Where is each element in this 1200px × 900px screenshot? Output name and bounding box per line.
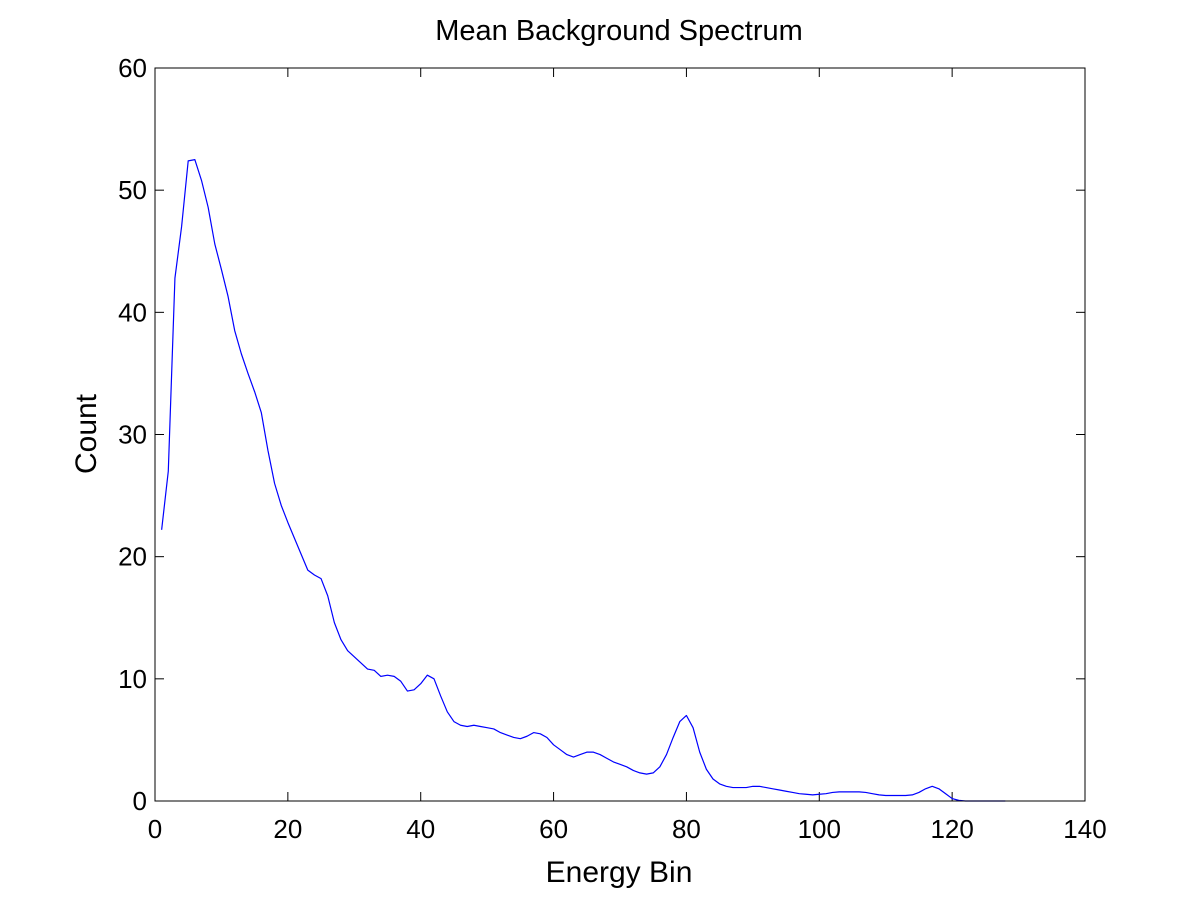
- series-line-0: [161, 159, 1006, 802]
- y-tick-label: 20: [118, 542, 147, 572]
- y-tick-label: 40: [118, 297, 147, 327]
- y-tick-label: 60: [118, 53, 147, 83]
- y-tick-label: 10: [118, 664, 147, 694]
- x-tick-label: 0: [148, 814, 162, 844]
- x-tick-label: 80: [672, 814, 701, 844]
- y-tick-label: 0: [133, 786, 147, 816]
- chart-title: Mean Background Spectrum: [435, 15, 803, 47]
- y-tick-label: 50: [118, 175, 147, 205]
- x-axis-label: Energy Bin: [546, 856, 693, 889]
- x-tick-label: 120: [930, 814, 973, 844]
- x-tick-label: 40: [406, 814, 435, 844]
- axes-box: [154, 67, 1086, 802]
- x-tick-label: 20: [273, 814, 302, 844]
- x-tick-label: 100: [798, 814, 841, 844]
- plot-area: 0 20 40 60 80 100 120 140 0 10 20 30 40 50 60: [118, 53, 1107, 844]
- y-tick-label: 30: [118, 420, 147, 450]
- x-tick-label: 60: [539, 814, 568, 844]
- x-tick-label: 140: [1063, 814, 1106, 844]
- y-axis-label: Count: [70, 393, 103, 474]
